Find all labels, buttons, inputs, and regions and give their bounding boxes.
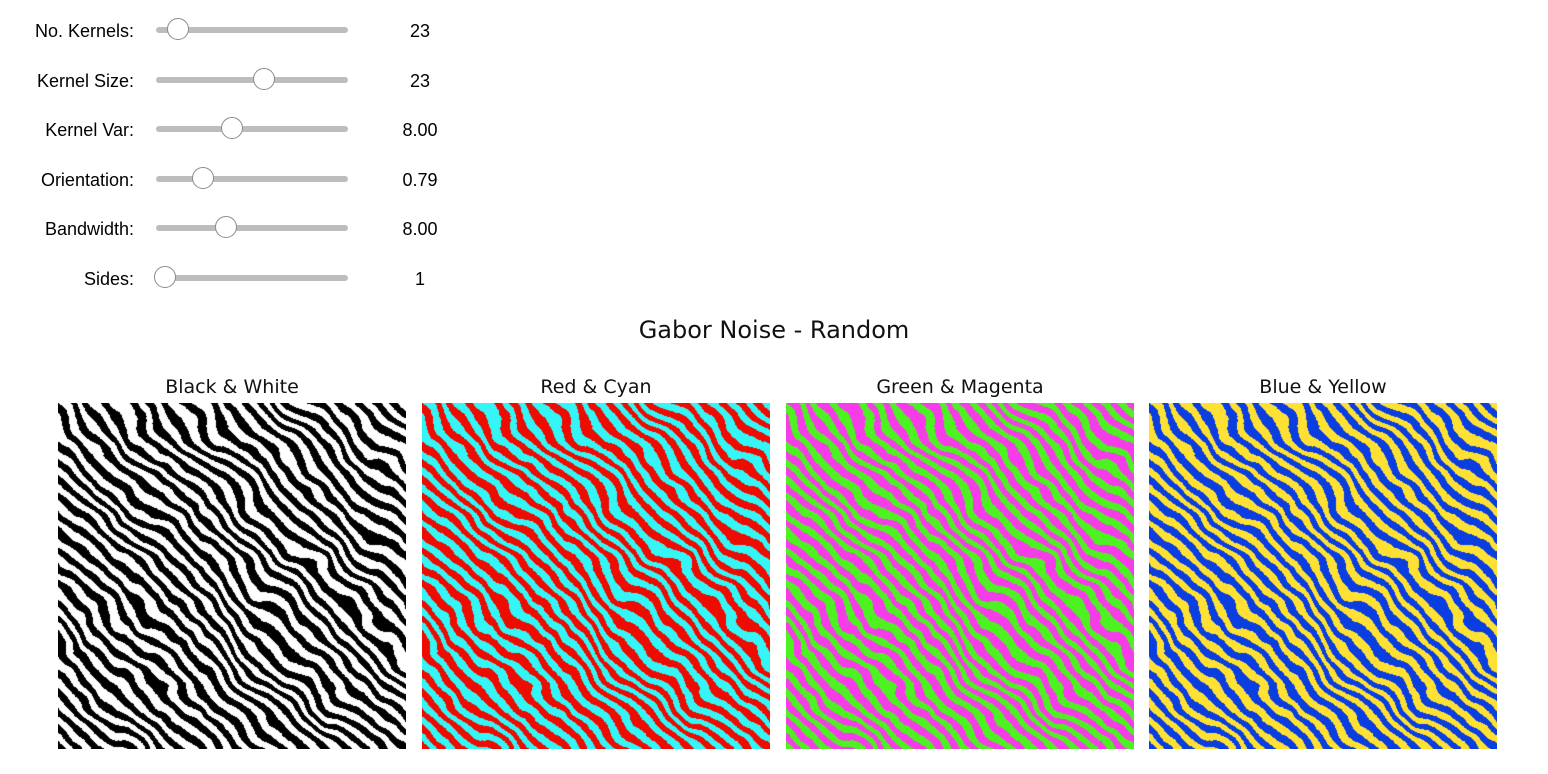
noise-image-green-magenta bbox=[786, 403, 1134, 749]
slider-track-sides[interactable] bbox=[154, 266, 348, 288]
slider-handle-kernel-size[interactable] bbox=[253, 68, 276, 90]
panel-blue-yellow: Blue & Yellow bbox=[1149, 372, 1497, 749]
slider-value-kernel-var: 8.00 bbox=[402, 120, 438, 140]
slider-value-orientation: 0.79 bbox=[402, 170, 438, 190]
slider-row-kernel-size: Kernel Size: 23 bbox=[0, 65, 460, 95]
slider-track-no-kernels[interactable] bbox=[156, 18, 348, 40]
slider-handle-orientation[interactable] bbox=[192, 167, 214, 189]
slider-handle-no-kernels[interactable] bbox=[167, 18, 190, 40]
slider-value-kernel-size: 23 bbox=[409, 71, 431, 91]
slider-value-no-kernels: 23 bbox=[409, 21, 431, 41]
slider-label-kernel-var: Kernel Var: bbox=[45, 120, 134, 140]
panel-title-green-magenta: Green & Magenta bbox=[876, 376, 1044, 398]
panel-green-magenta: Green & Magenta bbox=[786, 372, 1134, 749]
slider-value-bandwidth: 8.00 bbox=[402, 219, 438, 239]
panel-title-black-white: Black & White bbox=[165, 376, 299, 398]
slider-handle-bandwidth[interactable] bbox=[215, 216, 238, 238]
slider-row-orientation: Orientation: 0.79 bbox=[0, 164, 460, 194]
panel-title-red-cyan: Red & Cyan bbox=[540, 376, 652, 398]
slider-row-sides: Sides: 1 bbox=[0, 263, 460, 293]
slider-row-bandwidth: Bandwidth: 8.00 bbox=[0, 213, 460, 243]
noise-image-blue-yellow bbox=[1149, 403, 1497, 749]
slider-row-kernel-var: Kernel Var: 8.00 bbox=[0, 114, 460, 144]
slider-value-sides: 1 bbox=[414, 269, 425, 289]
panel-title-blue-yellow: Blue & Yellow bbox=[1259, 376, 1387, 398]
noise-image-red-cyan bbox=[422, 403, 770, 749]
slider-label-bandwidth: Bandwidth: bbox=[44, 219, 134, 239]
noise-image-black-white bbox=[58, 403, 406, 749]
slider-row-no-kernels: No. Kernels: 23 bbox=[0, 15, 460, 45]
slider-track-bandwidth[interactable] bbox=[156, 216, 348, 238]
slider-handle-kernel-var[interactable] bbox=[220, 117, 243, 139]
figure-title: Gabor Noise - Random bbox=[638, 316, 910, 344]
slider-label-sides: Sides: bbox=[83, 269, 134, 289]
panel-black-white: Black & White bbox=[58, 372, 406, 749]
slider-track-kernel-var[interactable] bbox=[156, 117, 348, 139]
slider-label-kernel-size: Kernel Size: bbox=[36, 71, 134, 91]
panel-red-cyan: Red & Cyan bbox=[422, 372, 770, 749]
slider-handle-sides[interactable] bbox=[154, 266, 176, 288]
slider-track-kernel-size[interactable] bbox=[156, 68, 348, 90]
slider-label-orientation: Orientation: bbox=[40, 170, 134, 190]
slider-label-no-kernels: No. Kernels: bbox=[34, 21, 134, 41]
slider-track-orientation[interactable] bbox=[156, 167, 348, 189]
